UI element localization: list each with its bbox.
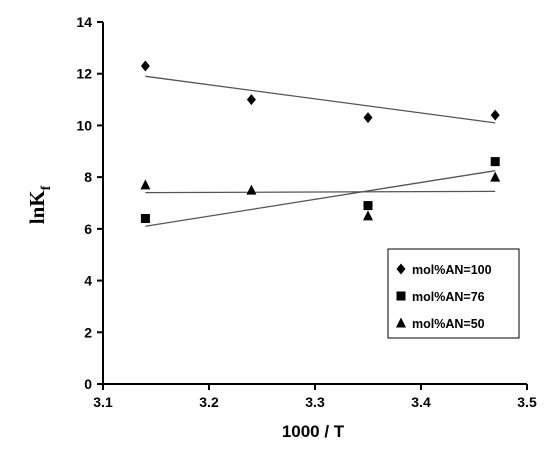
legend-label-series-2: mol%AN=76 — [412, 290, 485, 304]
y-axis-title: lnKf — [25, 185, 54, 224]
legend-label-series-3: mol%AN=50 — [412, 317, 485, 331]
x-tick-label: 3.1 — [93, 394, 113, 410]
x-tick-label: 3.4 — [411, 394, 431, 410]
legend-marker-series-3 — [396, 317, 406, 328]
data-point-series-2 — [490, 157, 500, 167]
y-axis-title-subscript: f — [39, 185, 54, 190]
legend-box — [387, 248, 520, 339]
trend-line-series-2 — [145, 170, 496, 227]
data-point-series-1 — [490, 109, 500, 121]
data-point-series-2 — [363, 201, 373, 211]
data-point-series-1 — [246, 94, 256, 106]
y-tick-label: 0 — [84, 376, 92, 392]
legend-label-series-1: mol%AN=100 — [412, 263, 492, 277]
data-point-series-1 — [363, 112, 373, 124]
plot-area: 0 2 4 6 8 10 12 14 3.1 3.2 3.3 3.4 3.5 mol%AN=100 mol%… — [76, 14, 537, 410]
y-tick-label: 8 — [84, 169, 92, 185]
y-tick-label: 12 — [76, 66, 92, 82]
trend-line-series-3 — [145, 190, 496, 194]
trend-line-series-1 — [145, 75, 496, 124]
y-axis-title-main: lnK — [25, 190, 49, 225]
data-point-series-1 — [140, 60, 150, 72]
y-tick-label: 6 — [84, 221, 92, 237]
legend-marker-series-1 — [396, 263, 406, 275]
data-point-series-3 — [246, 184, 257, 195]
y-tick-label: 10 — [76, 117, 92, 133]
x-axis-title: 1000 / T — [282, 422, 345, 441]
data-point-series-3 — [140, 179, 151, 190]
x-tick-label: 3.2 — [199, 394, 219, 410]
y-tick-label: 2 — [84, 324, 92, 340]
y-tick-label: 4 — [84, 273, 92, 289]
data-point-series-3 — [490, 171, 501, 182]
data-point-series-2 — [140, 214, 150, 224]
y-tick-label: 14 — [76, 14, 92, 30]
x-tick-label: 3.3 — [305, 394, 325, 410]
data-point-series-3 — [363, 210, 373, 221]
legend-marker-series-2 — [396, 291, 406, 301]
x-tick-label: 3.5 — [517, 394, 537, 410]
